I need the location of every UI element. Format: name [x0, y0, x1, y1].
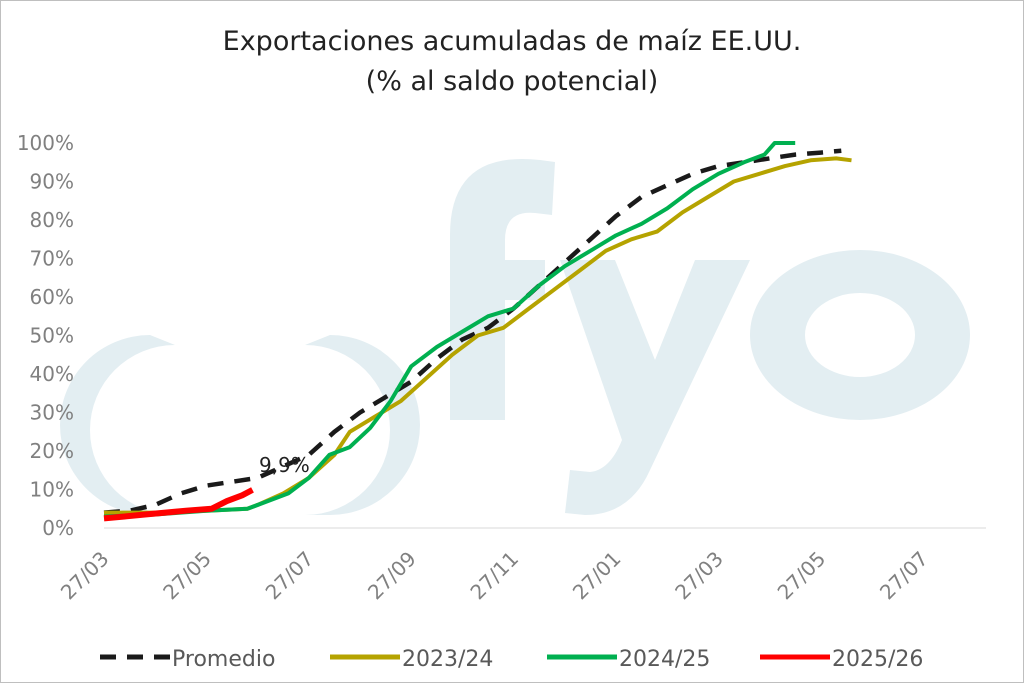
annotation-label: 9,9% — [259, 453, 310, 477]
legend: Promedio 2023/24 2024/25 2025/26 — [100, 647, 923, 672]
x-tick-label: 27/01 — [568, 547, 626, 605]
x-tick-label: 27/07 — [875, 547, 933, 605]
x-tick-label: 27/05 — [773, 547, 831, 605]
y-tick-label: 100% — [17, 131, 74, 155]
series-lines — [103, 141, 852, 522]
y-tick-label: 40% — [30, 362, 74, 386]
x-tick-label: 27/07 — [261, 547, 319, 605]
x-axis: 27/03 27/05 27/07 27/09 27/11 27/01 27/03 27/05… — [56, 547, 933, 605]
legend-label: 2025/26 — [832, 647, 923, 672]
y-tick-label: 90% — [30, 170, 74, 194]
x-tick-label: 27/11 — [465, 547, 523, 605]
x-tick-label: 27/03 — [56, 547, 114, 605]
series-line-2025-26 — [103, 487, 254, 522]
x-tick-label: 27/05 — [158, 547, 216, 605]
legend-label: Promedio — [172, 647, 275, 672]
y-tick-label: 30% — [30, 401, 74, 425]
x-tick-label: 27/03 — [670, 547, 728, 605]
y-tick-label: 20% — [30, 439, 74, 463]
y-axis: 0% 10% 20% 30% 40% 50% 60% 70% 80% 90% 100% — [17, 131, 74, 540]
y-tick-label: 70% — [30, 247, 74, 271]
legend-label: 2024/25 — [619, 647, 710, 672]
chart-title: Exportaciones acumuladas de maíz EE.UU. — [222, 26, 802, 57]
y-tick-label: 0% — [42, 516, 74, 540]
x-tick-label: 27/09 — [363, 547, 421, 605]
y-tick-label: 50% — [30, 324, 74, 348]
y-tick-label: 10% — [30, 478, 74, 502]
y-tick-label: 80% — [30, 208, 74, 232]
series-line-2024-25 — [103, 141, 796, 519]
y-tick-label: 60% — [30, 285, 74, 309]
chart-subtitle: (% al saldo potencial) — [365, 66, 659, 97]
watermark-logo — [60, 158, 970, 515]
legend-label: 2023/24 — [402, 647, 493, 672]
